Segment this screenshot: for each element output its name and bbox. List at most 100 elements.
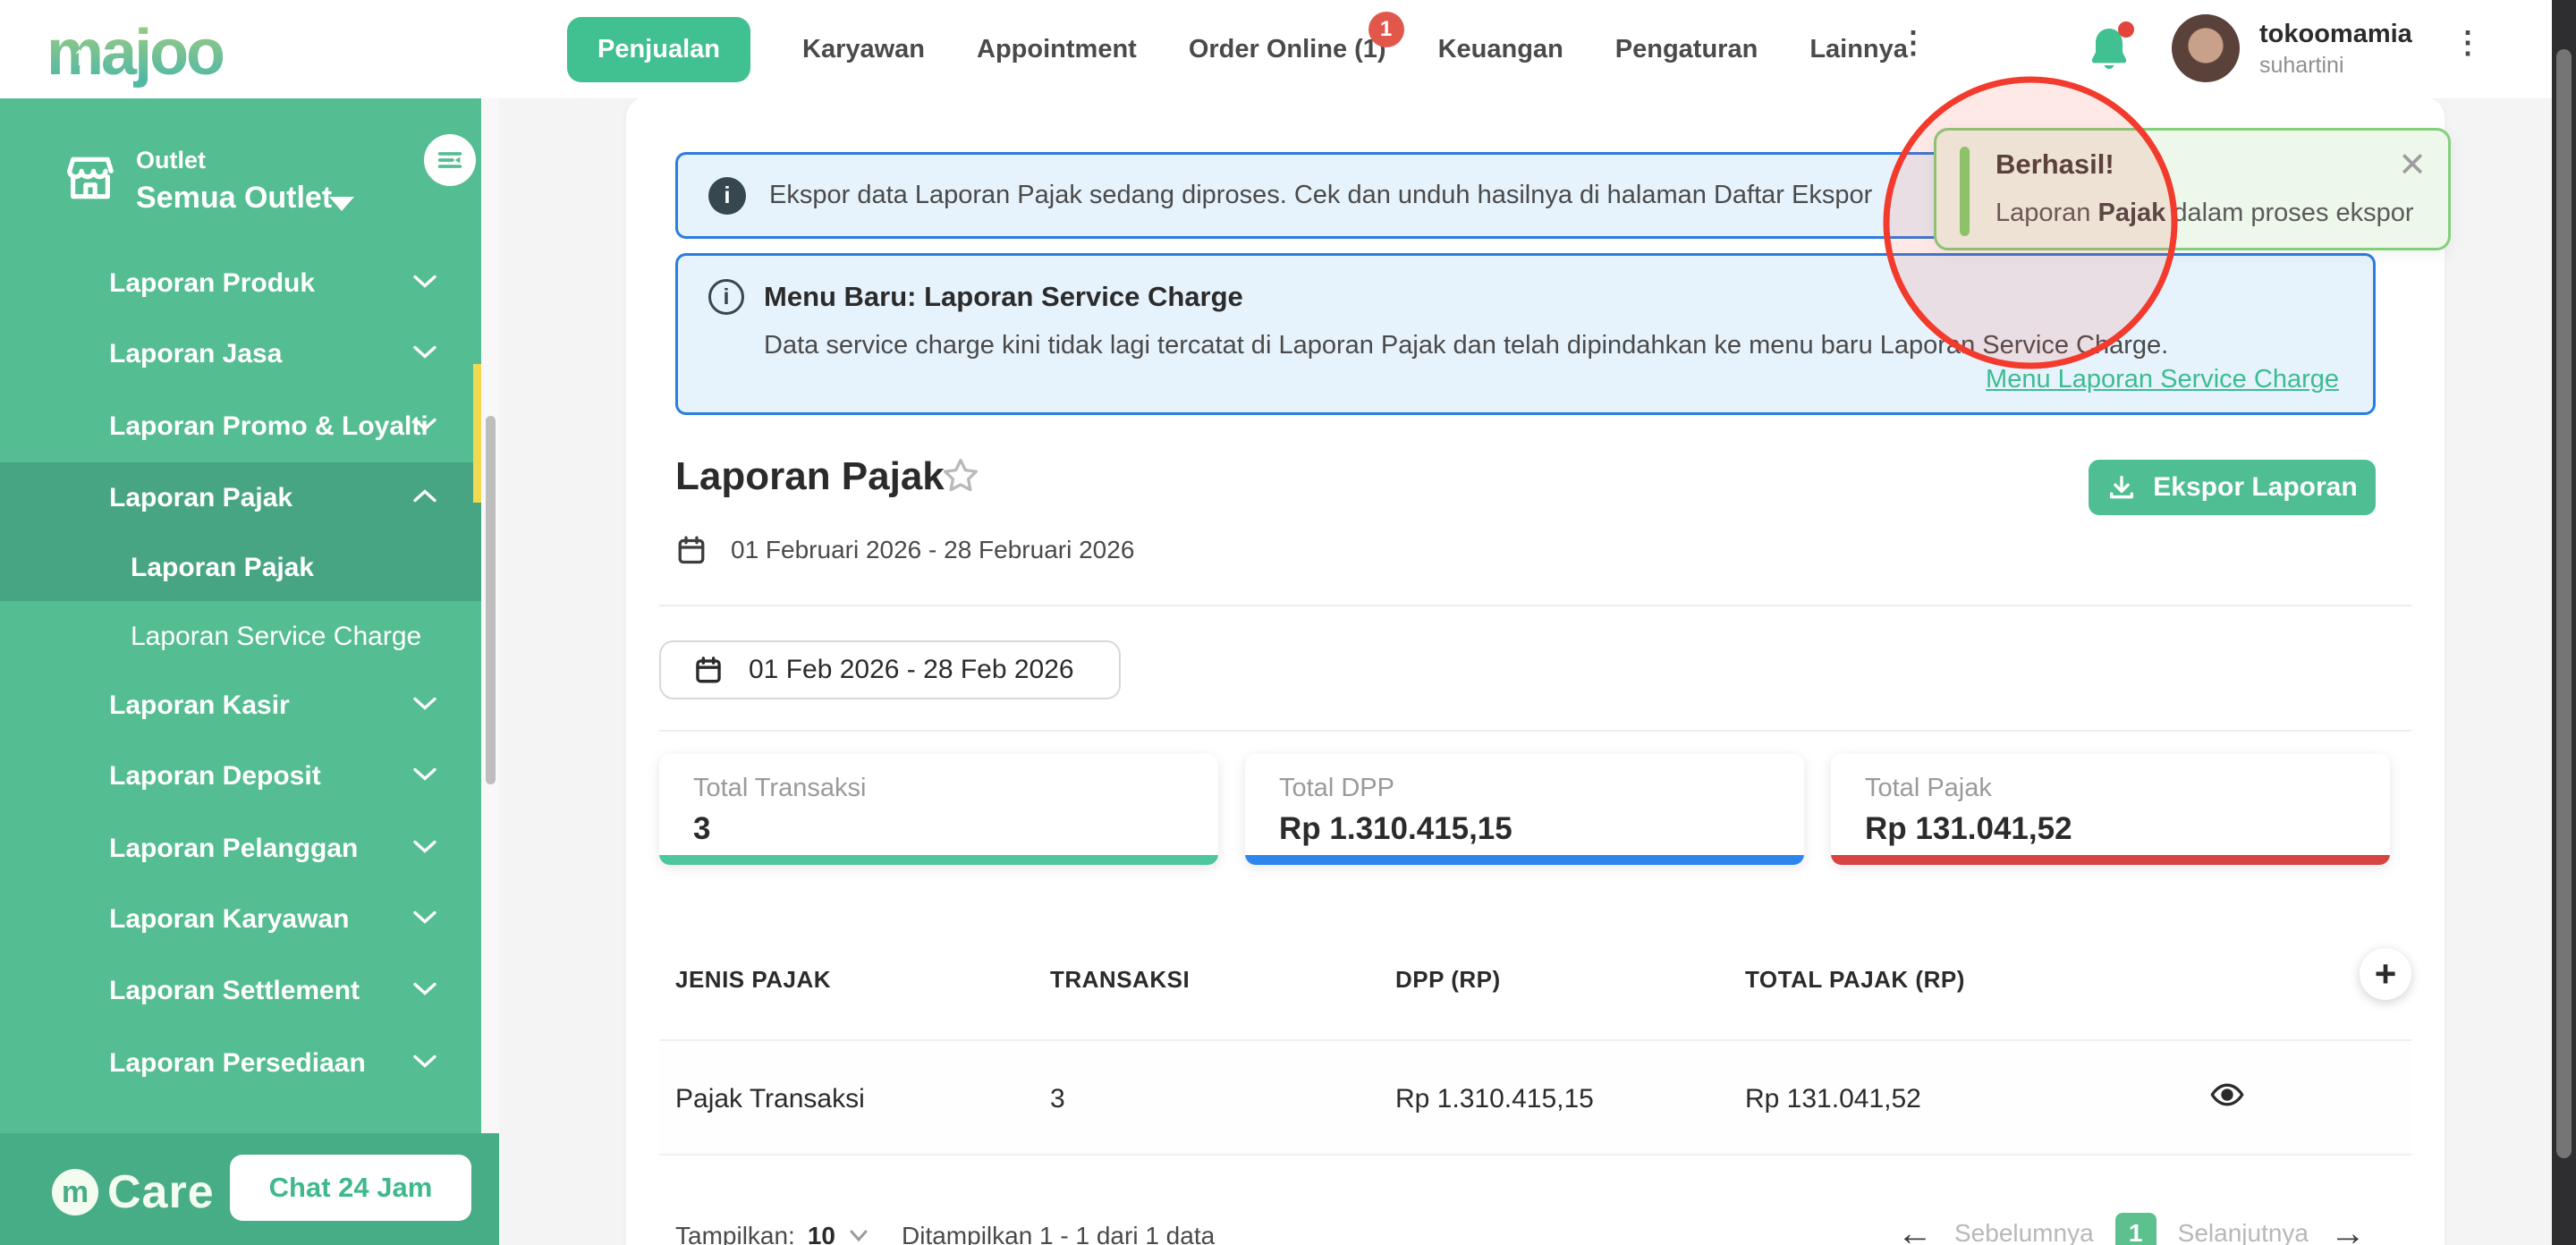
pagination-summary: Ditampilkan 1 - 1 dari 1 data — [902, 1222, 1216, 1245]
notification-bell-icon[interactable] — [2088, 21, 2134, 73]
add-column-button[interactable]: + — [2360, 948, 2411, 1000]
nav-lainnya[interactable]: Lainnya — [1809, 34, 1908, 64]
date-filter-button[interactable]: 01 Feb 2026 - 28 Feb 2026 — [659, 640, 1121, 699]
col-header-jenis-pajak: JENIS PAJAK — [675, 966, 832, 993]
new-menu-banner: i Menu Baru: Laporan Service Charge Data… — [675, 253, 2376, 415]
report-date-range: 01 Februari 2026 - 28 Februari 2026 — [675, 533, 1134, 567]
majoo-logo[interactable]: majoo — [47, 17, 225, 89]
account-kebab-icon[interactable]: ⋮ — [2453, 26, 2483, 60]
chevron-down-icon — [411, 766, 438, 786]
user-subtitle: suhartini — [2259, 53, 2344, 78]
user-info[interactable]: tokoomamia suhartini — [2259, 20, 2412, 79]
sidebar-subitem-laporan-pajak[interactable]: Laporan Pajak — [131, 552, 315, 582]
care-logo: m Care — [52, 1165, 215, 1219]
nav-order-online[interactable]: Order Online (1) 1 — [1189, 11, 1404, 64]
storefront-icon — [63, 150, 118, 210]
sidebar-item-laporan-jasa[interactable]: Laporan Jasa — [0, 318, 481, 389]
sidebar-item-laporan-persediaan[interactable]: Laporan Persediaan — [0, 1028, 481, 1098]
chevron-down-icon — [411, 909, 438, 929]
active-menu-yellow-marker — [473, 364, 481, 503]
prev-arrow-icon[interactable]: ← — [1897, 1214, 1933, 1245]
sidebar-item-laporan-karyawan[interactable]: Laporan Karyawan — [0, 884, 481, 954]
prev-button[interactable]: Sebelumnya — [1954, 1219, 2094, 1245]
section-divider — [659, 730, 2411, 732]
order-online-badge: 1 — [1368, 11, 1404, 47]
nav-keuangan[interactable]: Keuangan — [1437, 34, 1563, 64]
nav-appointment[interactable]: Appointment — [977, 34, 1137, 64]
export-report-button[interactable]: Ekspor Laporan — [2089, 460, 2376, 515]
chevron-down-icon — [411, 1053, 438, 1073]
cell-total-pajak: Rp 131.041,52 — [1745, 1084, 1921, 1114]
scrollbar-thumb[interactable] — [2556, 49, 2572, 1158]
next-arrow-icon[interactable]: → — [2330, 1214, 2366, 1245]
active-menu-highlight — [0, 462, 481, 601]
sidebar-item-laporan-kasir[interactable]: Laporan Kasir — [0, 670, 481, 741]
window-scrollbar[interactable] — [2552, 0, 2576, 1245]
info-icon: i — [708, 176, 746, 215]
toast-title: Berhasil! — [1996, 148, 2114, 180]
sidebar-subitem-laporan-service-charge[interactable]: Laporan Service Charge — [131, 621, 422, 651]
page-size-select[interactable]: 10 — [807, 1222, 835, 1245]
chevron-down-icon — [850, 1230, 868, 1242]
chevron-down-icon — [411, 838, 438, 859]
page-title: Laporan Pajak — [675, 454, 945, 498]
stat-accent-bar — [1831, 855, 2390, 865]
stat-accent-bar — [1245, 855, 1804, 865]
outlet-caret-icon — [329, 197, 354, 211]
chevron-down-icon — [411, 980, 438, 1001]
nav-overflow-kebab-icon[interactable]: ⋮ — [1898, 26, 1928, 60]
stat-card-total-dpp: Total DPP Rp 1.310.415,15 — [1245, 754, 1804, 865]
close-icon[interactable]: ✕ — [2398, 147, 2427, 184]
sidebar-scroll-thumb[interactable] — [486, 416, 496, 784]
top-navbar: majoo ↑↑ Penjualan Karyawan Appointment … — [0, 0, 2576, 98]
pagination: ← Sebelumnya 1 Selanjutnya → — [1897, 1213, 2366, 1245]
export-progress-text: Ekspor data Laporan Pajak sedang diprose… — [769, 181, 1873, 209]
col-header-total-pajak: TOTAL PAJAK (RP) — [1745, 966, 1965, 993]
nav-penjualan[interactable]: Penjualan — [567, 16, 750, 82]
outlet-label: Outlet — [136, 147, 206, 174]
sidebar-item-laporan-pelanggan[interactable]: Laporan Pelanggan — [0, 813, 481, 884]
nav-karyawan[interactable]: Karyawan — [802, 34, 926, 64]
care-footer: m Care Chat 24 Jam — [0, 1133, 499, 1245]
chevron-down-icon — [411, 416, 438, 436]
page-size-control: Tampilkan: 10 Ditampilkan 1 - 1 dari 1 d… — [675, 1222, 1215, 1245]
toast-message: Laporan Pajak dalam proses ekspor — [1996, 199, 2414, 227]
notification-dot — [2118, 21, 2134, 38]
avatar[interactable] — [2172, 14, 2240, 82]
chevron-down-icon — [411, 273, 438, 293]
cell-transaksi: 3 — [1050, 1084, 1065, 1114]
download-icon — [2110, 475, 2134, 499]
next-button[interactable]: Selanjutnya — [2177, 1219, 2309, 1245]
new-menu-banner-body: Data service charge kini tidak lagi terc… — [764, 331, 2169, 360]
cell-jenis-pajak: Pajak Transaksi — [675, 1084, 865, 1114]
new-menu-banner-title: Menu Baru: Laporan Service Charge — [764, 281, 1243, 312]
chevron-down-icon — [411, 343, 438, 364]
sidebar: Outlet Semua Outlet Laporan Produk Lapor… — [0, 98, 499, 1245]
col-header-dpp: DPP (RP) — [1395, 966, 1501, 993]
favorite-star-icon[interactable] — [941, 456, 980, 500]
chat-24-jam-button[interactable]: Chat 24 Jam — [230, 1155, 471, 1221]
logo-arrows-icon: ↑↑ — [57, 41, 88, 71]
show-label: Tampilkan: — [675, 1222, 795, 1245]
current-page-badge[interactable]: 1 — [2114, 1213, 2157, 1245]
view-detail-eye-icon[interactable] — [2207, 1077, 2247, 1117]
outlet-value: Semua Outlet — [136, 181, 333, 215]
sidebar-item-laporan-deposit[interactable]: Laporan Deposit — [0, 741, 481, 811]
outlet-selector[interactable]: Outlet Semua Outlet — [0, 134, 481, 241]
sidebar-item-laporan-settlement[interactable]: Laporan Settlement — [0, 955, 481, 1026]
calendar-icon — [678, 536, 705, 564]
user-name: tokoomamia — [2259, 20, 2412, 48]
calendar-icon — [696, 656, 721, 683]
sidebar-item-laporan-pajak[interactable]: Laporan Pajak — [0, 462, 481, 533]
info-outline-icon: i — [708, 279, 744, 315]
success-toast: Berhasil! Laporan Pajak dalam proses eks… — [1934, 128, 2451, 250]
section-divider — [659, 605, 2411, 606]
stat-card-total-pajak: Total Pajak Rp 131.041,52 — [1831, 754, 2390, 865]
new-menu-banner-link[interactable]: Menu Laporan Service Charge — [1986, 365, 2339, 394]
sidebar-item-laporan-promo-loyalti[interactable]: Laporan Promo & Loyalti — [0, 391, 481, 462]
sidebar-item-laporan-produk[interactable]: Laporan Produk — [0, 248, 481, 318]
sidebar-collapse-button[interactable] — [424, 134, 476, 186]
nav-pengaturan[interactable]: Pengaturan — [1614, 34, 1758, 64]
table-row[interactable] — [659, 1039, 2411, 1156]
